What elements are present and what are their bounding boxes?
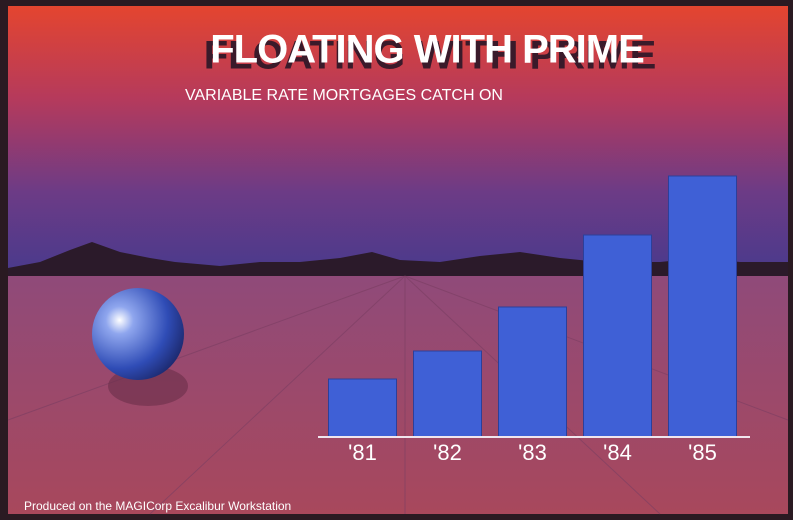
- bar: [668, 175, 737, 438]
- bar: [583, 234, 652, 438]
- x-tick-label: '85: [688, 440, 717, 465]
- bar: [498, 306, 567, 438]
- bar: [328, 378, 397, 438]
- chart-title: FLOATING WITH PRIME: [210, 28, 644, 72]
- x-tick-label: '81: [348, 440, 377, 465]
- bar: [413, 350, 482, 438]
- x-tick-label: '82: [433, 440, 462, 465]
- x-tick-label: '84: [603, 440, 632, 465]
- ground-grid: [7, 275, 789, 515]
- x-tick-label: '83: [518, 440, 547, 465]
- plot: '81 '82 '83 '84 '85: [328, 175, 737, 465]
- sky: [8, 6, 788, 272]
- sphere: [92, 288, 184, 380]
- chart-subtitle: VARIABLE RATE MORTGAGES CATCH ON: [185, 87, 503, 104]
- title-shadow: FLOATING WITH PRIME: [204, 34, 657, 78]
- footnote: Produced on the MAGICorp Excalibur Works…: [24, 499, 291, 513]
